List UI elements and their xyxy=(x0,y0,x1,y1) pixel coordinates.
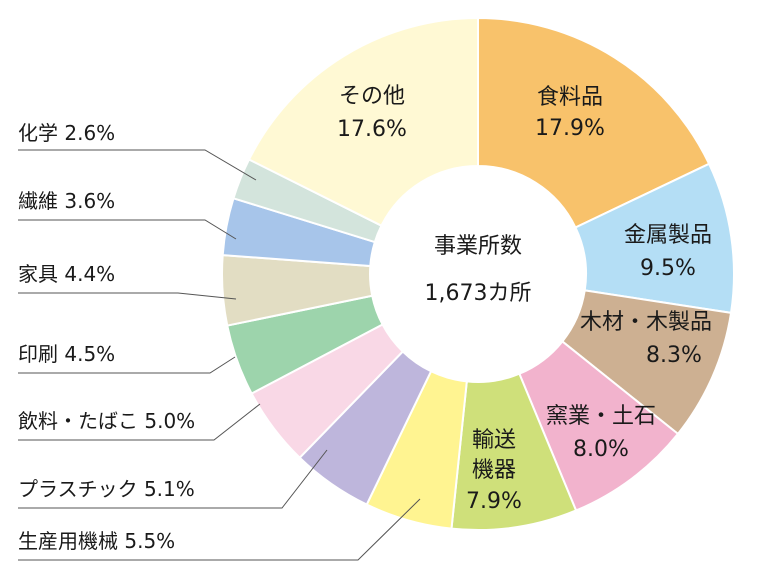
slice-value-label: 8.0% xyxy=(573,437,629,462)
leader-line xyxy=(18,498,421,561)
center-label-count: 1,673カ所 xyxy=(425,281,532,306)
slice-category-label: 輸送 xyxy=(472,428,516,453)
slice-outside-label: 生産用機械 5.5% xyxy=(18,529,175,553)
center-label-title: 事業所数 xyxy=(434,234,522,259)
slice-category-label: その他 xyxy=(339,84,405,109)
slice-category-label: 機器 xyxy=(472,458,516,483)
slice-category-label: 木材・木製品 xyxy=(580,310,712,335)
slice-outside-label: プラスチック 5.1% xyxy=(18,477,195,501)
slice-category-label: 金属製品 xyxy=(624,223,712,248)
slice-outside-label: 飲料・たばこ 5.0% xyxy=(18,409,195,433)
slice-value-label: 17.6% xyxy=(337,117,407,142)
leader-line xyxy=(18,403,261,441)
slice-value-label: 8.3% xyxy=(646,343,702,368)
slice-outside-label: 家具 4.4% xyxy=(18,262,115,286)
leader-line xyxy=(18,149,257,181)
slice-outside-label: 繊維 3.6% xyxy=(18,189,115,213)
slice-category-label: 窯業・土石 xyxy=(546,404,656,429)
slice-outside-label: 印刷 4.5% xyxy=(18,342,115,366)
leader-line xyxy=(18,219,237,240)
leader-line xyxy=(18,449,328,509)
pie-slices xyxy=(221,16,735,531)
donut-hole xyxy=(370,166,586,382)
leader-line xyxy=(18,356,236,374)
slice-value-label: 7.9% xyxy=(466,489,522,514)
slice-value-label: 9.5% xyxy=(640,256,696,281)
leader-line xyxy=(18,292,237,300)
slice-category-label: 食料品 xyxy=(537,85,603,110)
slice-outside-label: 化学 2.6% xyxy=(18,121,115,145)
leader-lines xyxy=(18,149,421,561)
slice-value-label: 17.9% xyxy=(535,116,605,141)
